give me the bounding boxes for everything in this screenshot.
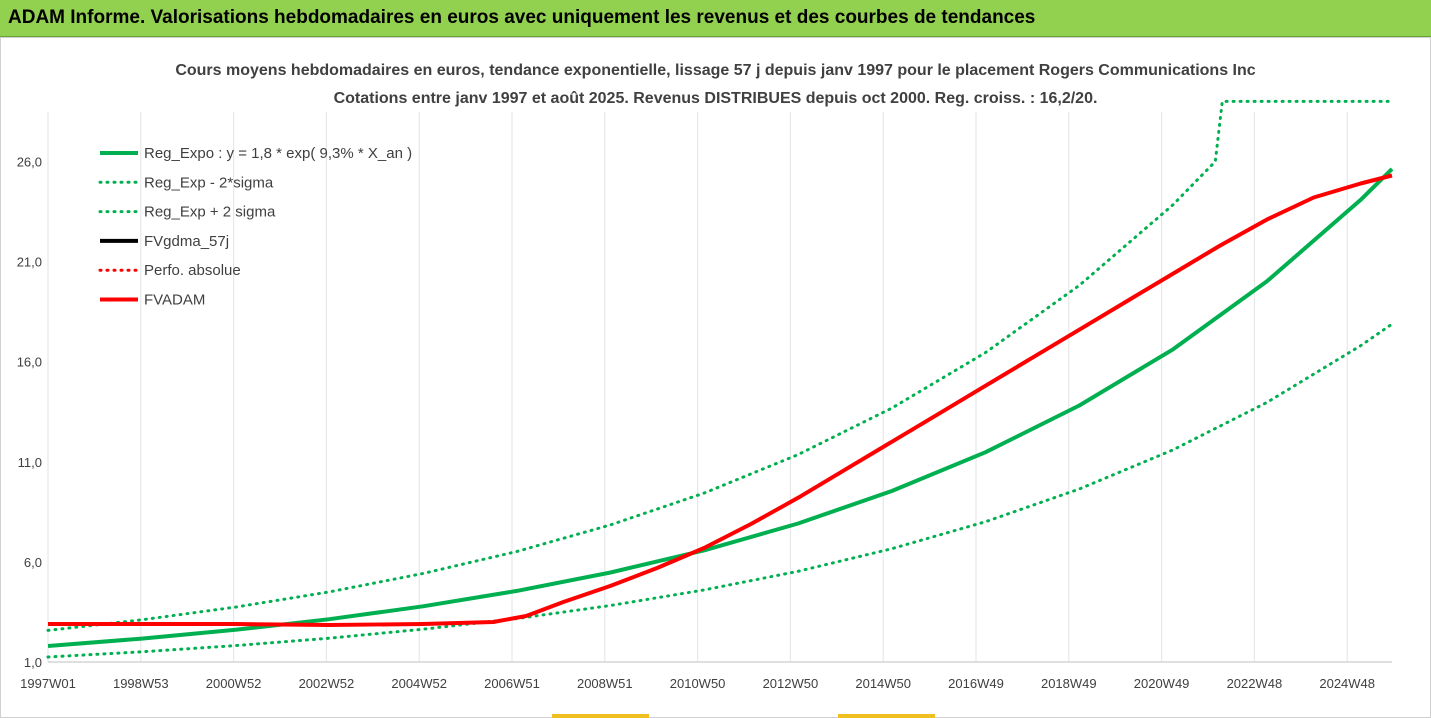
legend-label-1: Reg_Exp - 2*sigma	[144, 174, 274, 191]
x-tick-label: 2012W50	[763, 676, 819, 691]
x-tick-label: 2018W49	[1041, 676, 1097, 691]
legend-label-5: FVADAM	[144, 292, 205, 309]
x-tick-label: 2000W52	[206, 676, 262, 691]
y-tick-label: 1,0	[24, 655, 42, 670]
series-line-0	[47, 167, 1394, 648]
chart-title: Cours moyens hebdomadaires en euros, ten…	[175, 62, 1256, 79]
x-tick-label: 2010W50	[670, 676, 726, 691]
x-tick-label: 1998W53	[113, 676, 169, 691]
x-tick-label: 2020W49	[1134, 676, 1190, 691]
chart-area	[0, 37, 1431, 718]
scrollbar-marker-right	[838, 714, 935, 718]
y-tick-label: 26,0	[17, 155, 42, 170]
y-tick-label: 6,0	[24, 555, 42, 570]
legend-label-0: Reg_Expo : y = 1,8 * exp( 9,3% * X_an )	[144, 145, 412, 162]
x-tick-label: 2014W50	[855, 676, 911, 691]
x-tick-label: 2002W52	[299, 676, 355, 691]
x-tick-label: 2024W48	[1319, 676, 1375, 691]
legend-label-3: FVgdma_57j	[144, 233, 229, 250]
report-header: ADAM Informe. Valorisations hebdomadaire…	[0, 0, 1431, 37]
y-tick-label: 11,0	[18, 455, 42, 470]
scrollbar-marker-left	[552, 714, 649, 718]
report-title: ADAM Informe. Valorisations hebdomadaire…	[8, 7, 1036, 28]
x-tick-label: 2004W52	[391, 676, 447, 691]
chart-subtitle: Cotations entre janv 1997 et août 2025. …	[333, 90, 1098, 107]
x-tick-label: 2016W49	[948, 676, 1004, 691]
x-tick-label: 2022W48	[1227, 676, 1283, 691]
legend-label-4: Perfo. absolue	[144, 262, 241, 279]
y-tick-label: 16,0	[17, 355, 42, 370]
x-tick-label: 1997W01	[20, 676, 76, 691]
series-line-5	[48, 173, 1393, 627]
series-line-1	[46, 322, 1394, 659]
x-tick-label: 2008W51	[577, 676, 633, 691]
series-line-2	[46, 99, 1394, 632]
x-tick-label: 2006W51	[484, 676, 540, 691]
legend-label-2: Reg_Exp + 2 sigma	[144, 204, 276, 221]
y-tick-label: 21,0	[17, 255, 42, 270]
